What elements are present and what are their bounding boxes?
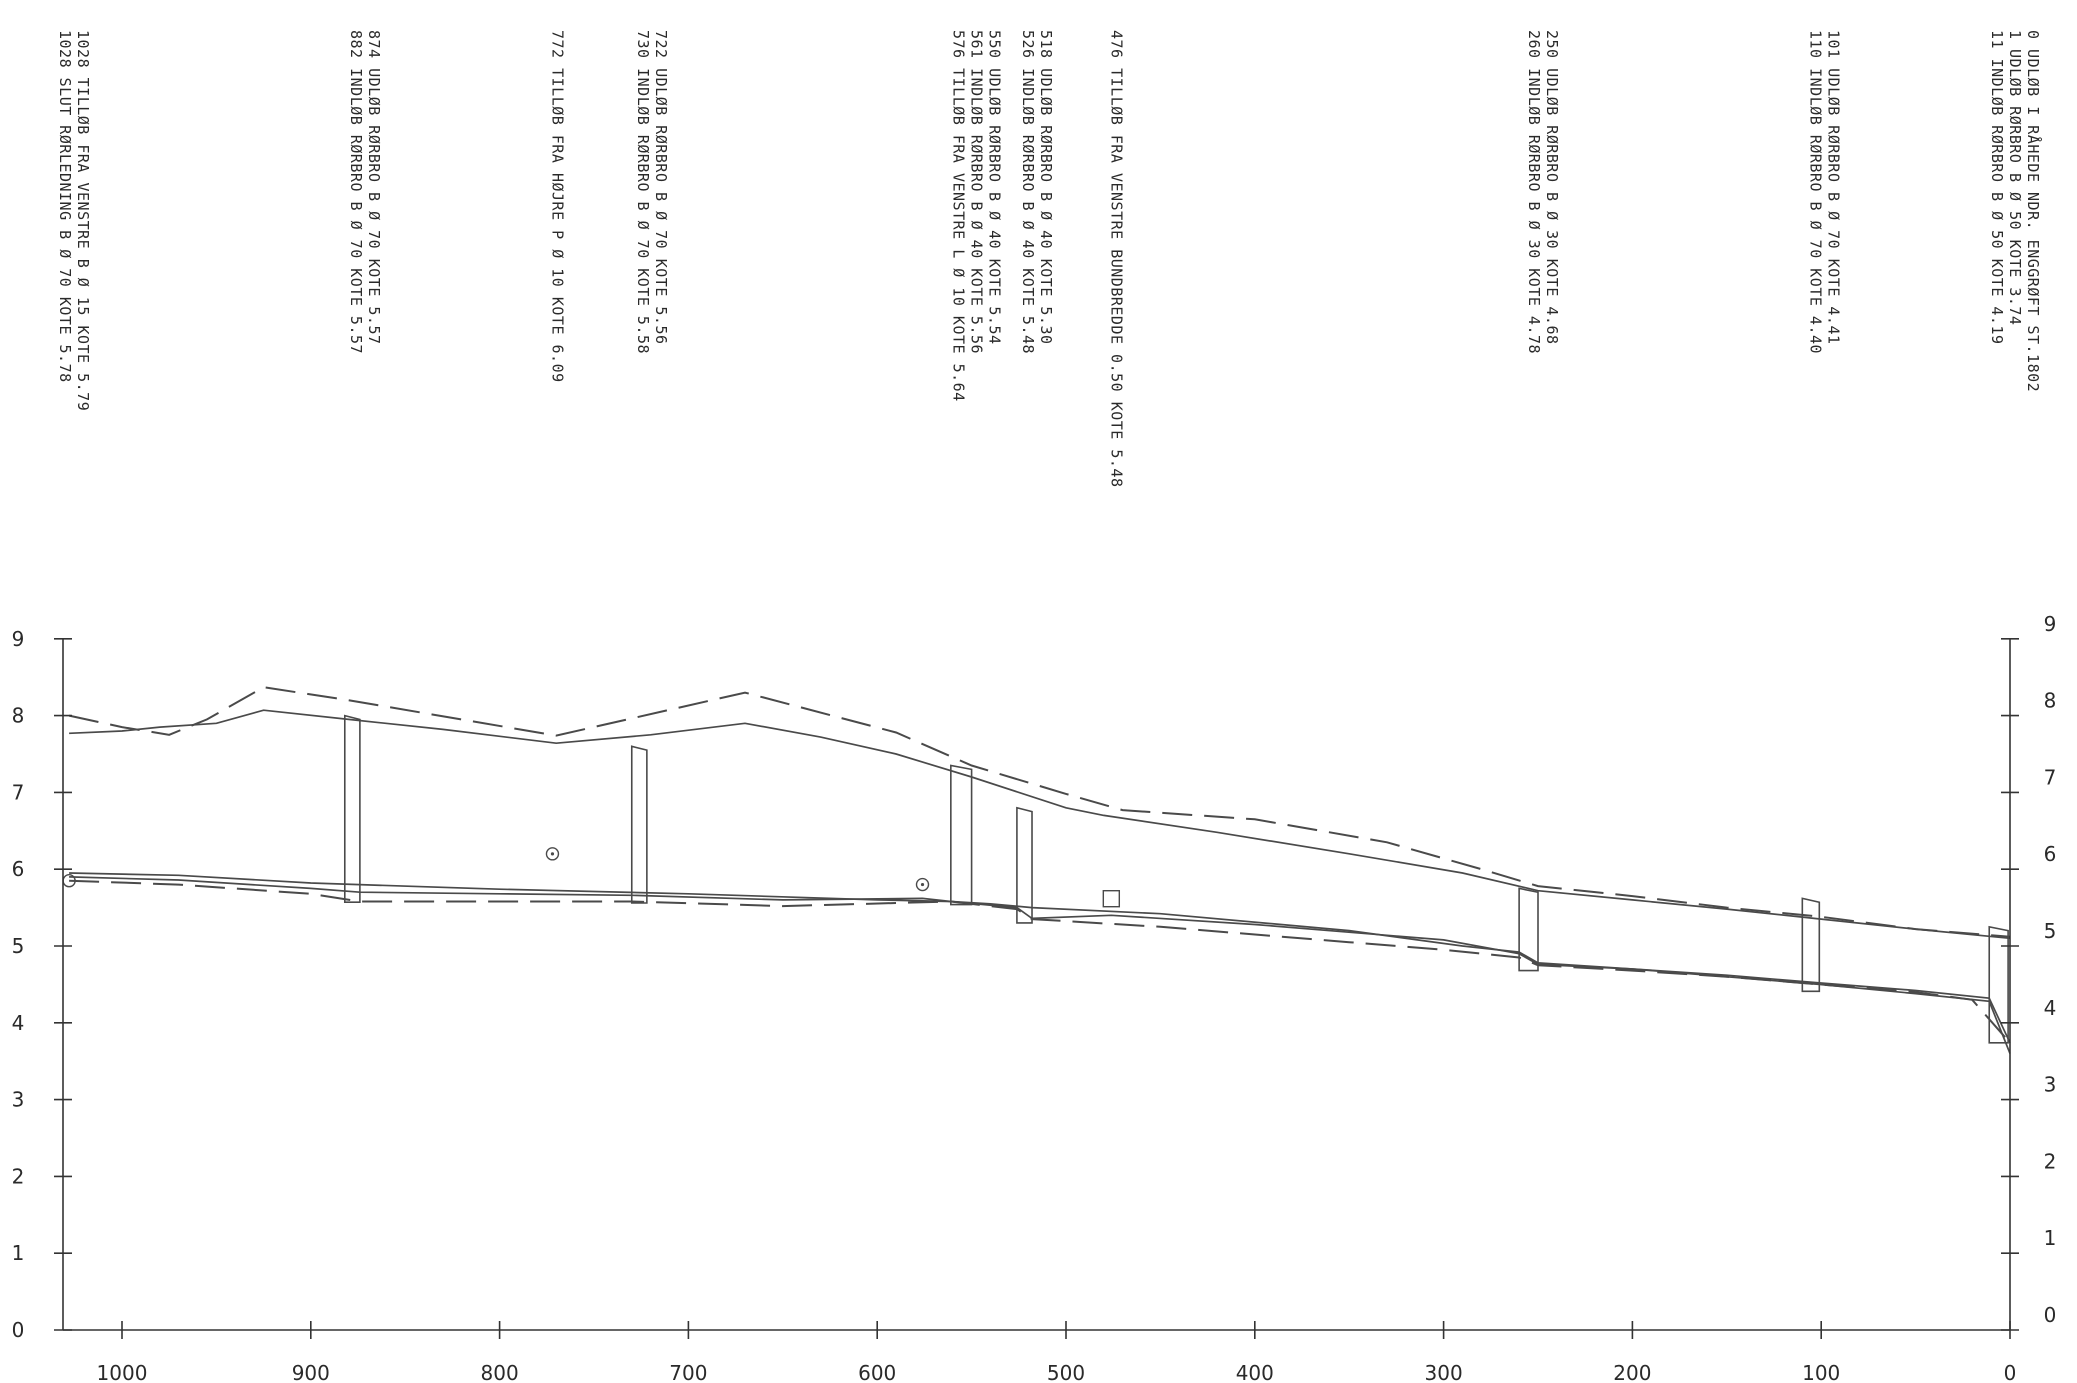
- y-tick-label-right: 7: [2044, 765, 2057, 789]
- station-annotation: 1028 SLUT RØRLEDNING B Ø 70 KOTE 5.78: [56, 30, 74, 383]
- y-tick-label-right: 9: [2044, 612, 2057, 636]
- station-annotation: 722 UDLØB RØRBRO B Ø 70 KOTE 5.56: [652, 30, 670, 345]
- x-tick-label: 700: [669, 1361, 707, 1383]
- y-tick-label-right: 0: [2044, 1303, 2057, 1327]
- x-tick-label: 900: [292, 1361, 330, 1383]
- culvert-mark: [1988, 925, 2009, 1044]
- x-tick-label: 400: [1236, 1361, 1274, 1383]
- inflow-marker: [545, 847, 560, 861]
- x-tick-label: 200: [1613, 1361, 1651, 1383]
- station-annotation: 772 TILLØB FRA HØJRE P Ø 10 KOTE 6.09: [549, 30, 567, 383]
- y-tick-label-right: 4: [2044, 996, 2057, 1020]
- y-tick-label-left: 1: [12, 1241, 25, 1265]
- axes: [62, 638, 2011, 1331]
- culvert-mark: [630, 745, 648, 904]
- culvert-mark: [1801, 897, 1821, 993]
- x-tick-label: 100: [1802, 1361, 1840, 1383]
- x-tick-label: 300: [1425, 1361, 1463, 1383]
- station-annotation: 250 UDLØB RØRBRO B Ø 30 KOTE 4.68: [1543, 30, 1561, 345]
- y-tick-label-right: 2: [2044, 1149, 2057, 1173]
- y-tick-label-right: 6: [2044, 842, 2057, 866]
- y-tick-label-left: 6: [12, 857, 25, 881]
- station-annotation: 526 INDLØB RØRBRO B Ø 40 KOTE 5.48: [1019, 30, 1037, 354]
- inflow-marker-dot: [550, 852, 555, 856]
- culvert-mark: [1016, 806, 1033, 924]
- culvert-mark: [950, 764, 973, 906]
- station-annotation: 730 INDLØB RØRBRO B Ø 70 KOTE 5.58: [634, 30, 652, 354]
- x-tick-label: 1000: [97, 1361, 148, 1383]
- station-annotation: 550 UDLØB RØRBRO B Ø 40 KOTE 5.54: [986, 30, 1004, 345]
- station-annotation: 1 UDLØB RØRBRO B Ø 50 KOTE 3.74: [2006, 30, 2024, 325]
- station-annotation: 110 INDLØB RØRBRO B Ø 70 KOTE 4.40: [1806, 30, 1824, 354]
- channel-inflow-marker: [1102, 890, 1121, 908]
- inflow-marker: [915, 877, 930, 892]
- x-tick-label: 500: [1047, 1361, 1085, 1383]
- y-tick-label-left: 0: [12, 1318, 25, 1342]
- series-line-2: [68, 686, 2011, 938]
- station-annotation: 0 UDLØB I RÅHEDE NDR. ENGGRØFT ST.1802: [2024, 30, 2043, 392]
- y-tick-label-right: 8: [2044, 689, 2057, 713]
- station-annotation: 101 UDLØB RØRBRO B Ø 70 KOTE 4.41: [1824, 30, 1842, 345]
- y-tick-label-left: 2: [12, 1164, 25, 1188]
- y-tick-label-right: 5: [2044, 919, 2057, 943]
- y-tick-label-left: 7: [12, 780, 25, 804]
- series-line-4: [69, 879, 2011, 1044]
- station-annotation: 518 UDLØB RØRBRO B Ø 40 KOTE 5.30: [1037, 30, 1055, 345]
- x-tick-label: 0: [2004, 1361, 2017, 1383]
- series-line-1: [69, 709, 2011, 940]
- y-tick-label-left: 5: [12, 934, 25, 958]
- x-tick-label: 800: [481, 1361, 519, 1383]
- x-tick-label: 600: [858, 1361, 896, 1383]
- station-annotation: 476 TILLØB FRA VENSTRE BUNDBREDDE 0.50 K…: [1107, 30, 1125, 487]
- structures: [62, 714, 2009, 1044]
- annotations: 0 UDLØB I RÅHEDE NDR. ENGGRØFT ST.18021 …: [56, 30, 2043, 487]
- station-annotation: 260 INDLØB RØRBRO B Ø 30 KOTE 4.78: [1525, 30, 1543, 354]
- inflow-marker-dot: [920, 882, 925, 887]
- series-line-3: [69, 872, 2011, 1044]
- station-annotation: 576 TILLØB FRA VENSTRE L Ø 10 KOTE 5.64: [950, 30, 968, 402]
- y-tick-label-right: 3: [2044, 1073, 2057, 1097]
- series-line-5: [69, 876, 2011, 1054]
- station-annotation: 882 INDLØB RØRBRO B Ø 70 KOTE 5.57: [347, 30, 365, 354]
- station-annotation: 874 UDLØB RØRBRO B Ø 70 KOTE 5.57: [365, 30, 383, 345]
- y-tick-label-left: 9: [12, 627, 25, 651]
- y-tick-label-right: 1: [2044, 1226, 2057, 1250]
- station-annotation: 11 INDLØB RØRBRO B Ø 50 KOTE 4.19: [1988, 30, 2006, 345]
- y-tick-label-left: 8: [12, 704, 25, 728]
- station-annotation: 1028 TILLØB FRA VENSTRE B Ø 15 KOTE 5.79: [74, 30, 92, 411]
- y-tick-label-left: 4: [12, 1011, 25, 1035]
- culvert-mark: [1518, 887, 1539, 972]
- culvert-mark: [343, 714, 361, 904]
- y-tick-label-left: 3: [12, 1088, 25, 1112]
- station-annotation: 561 INDLØB RØRBRO B Ø 40 KOTE 5.56: [968, 30, 986, 354]
